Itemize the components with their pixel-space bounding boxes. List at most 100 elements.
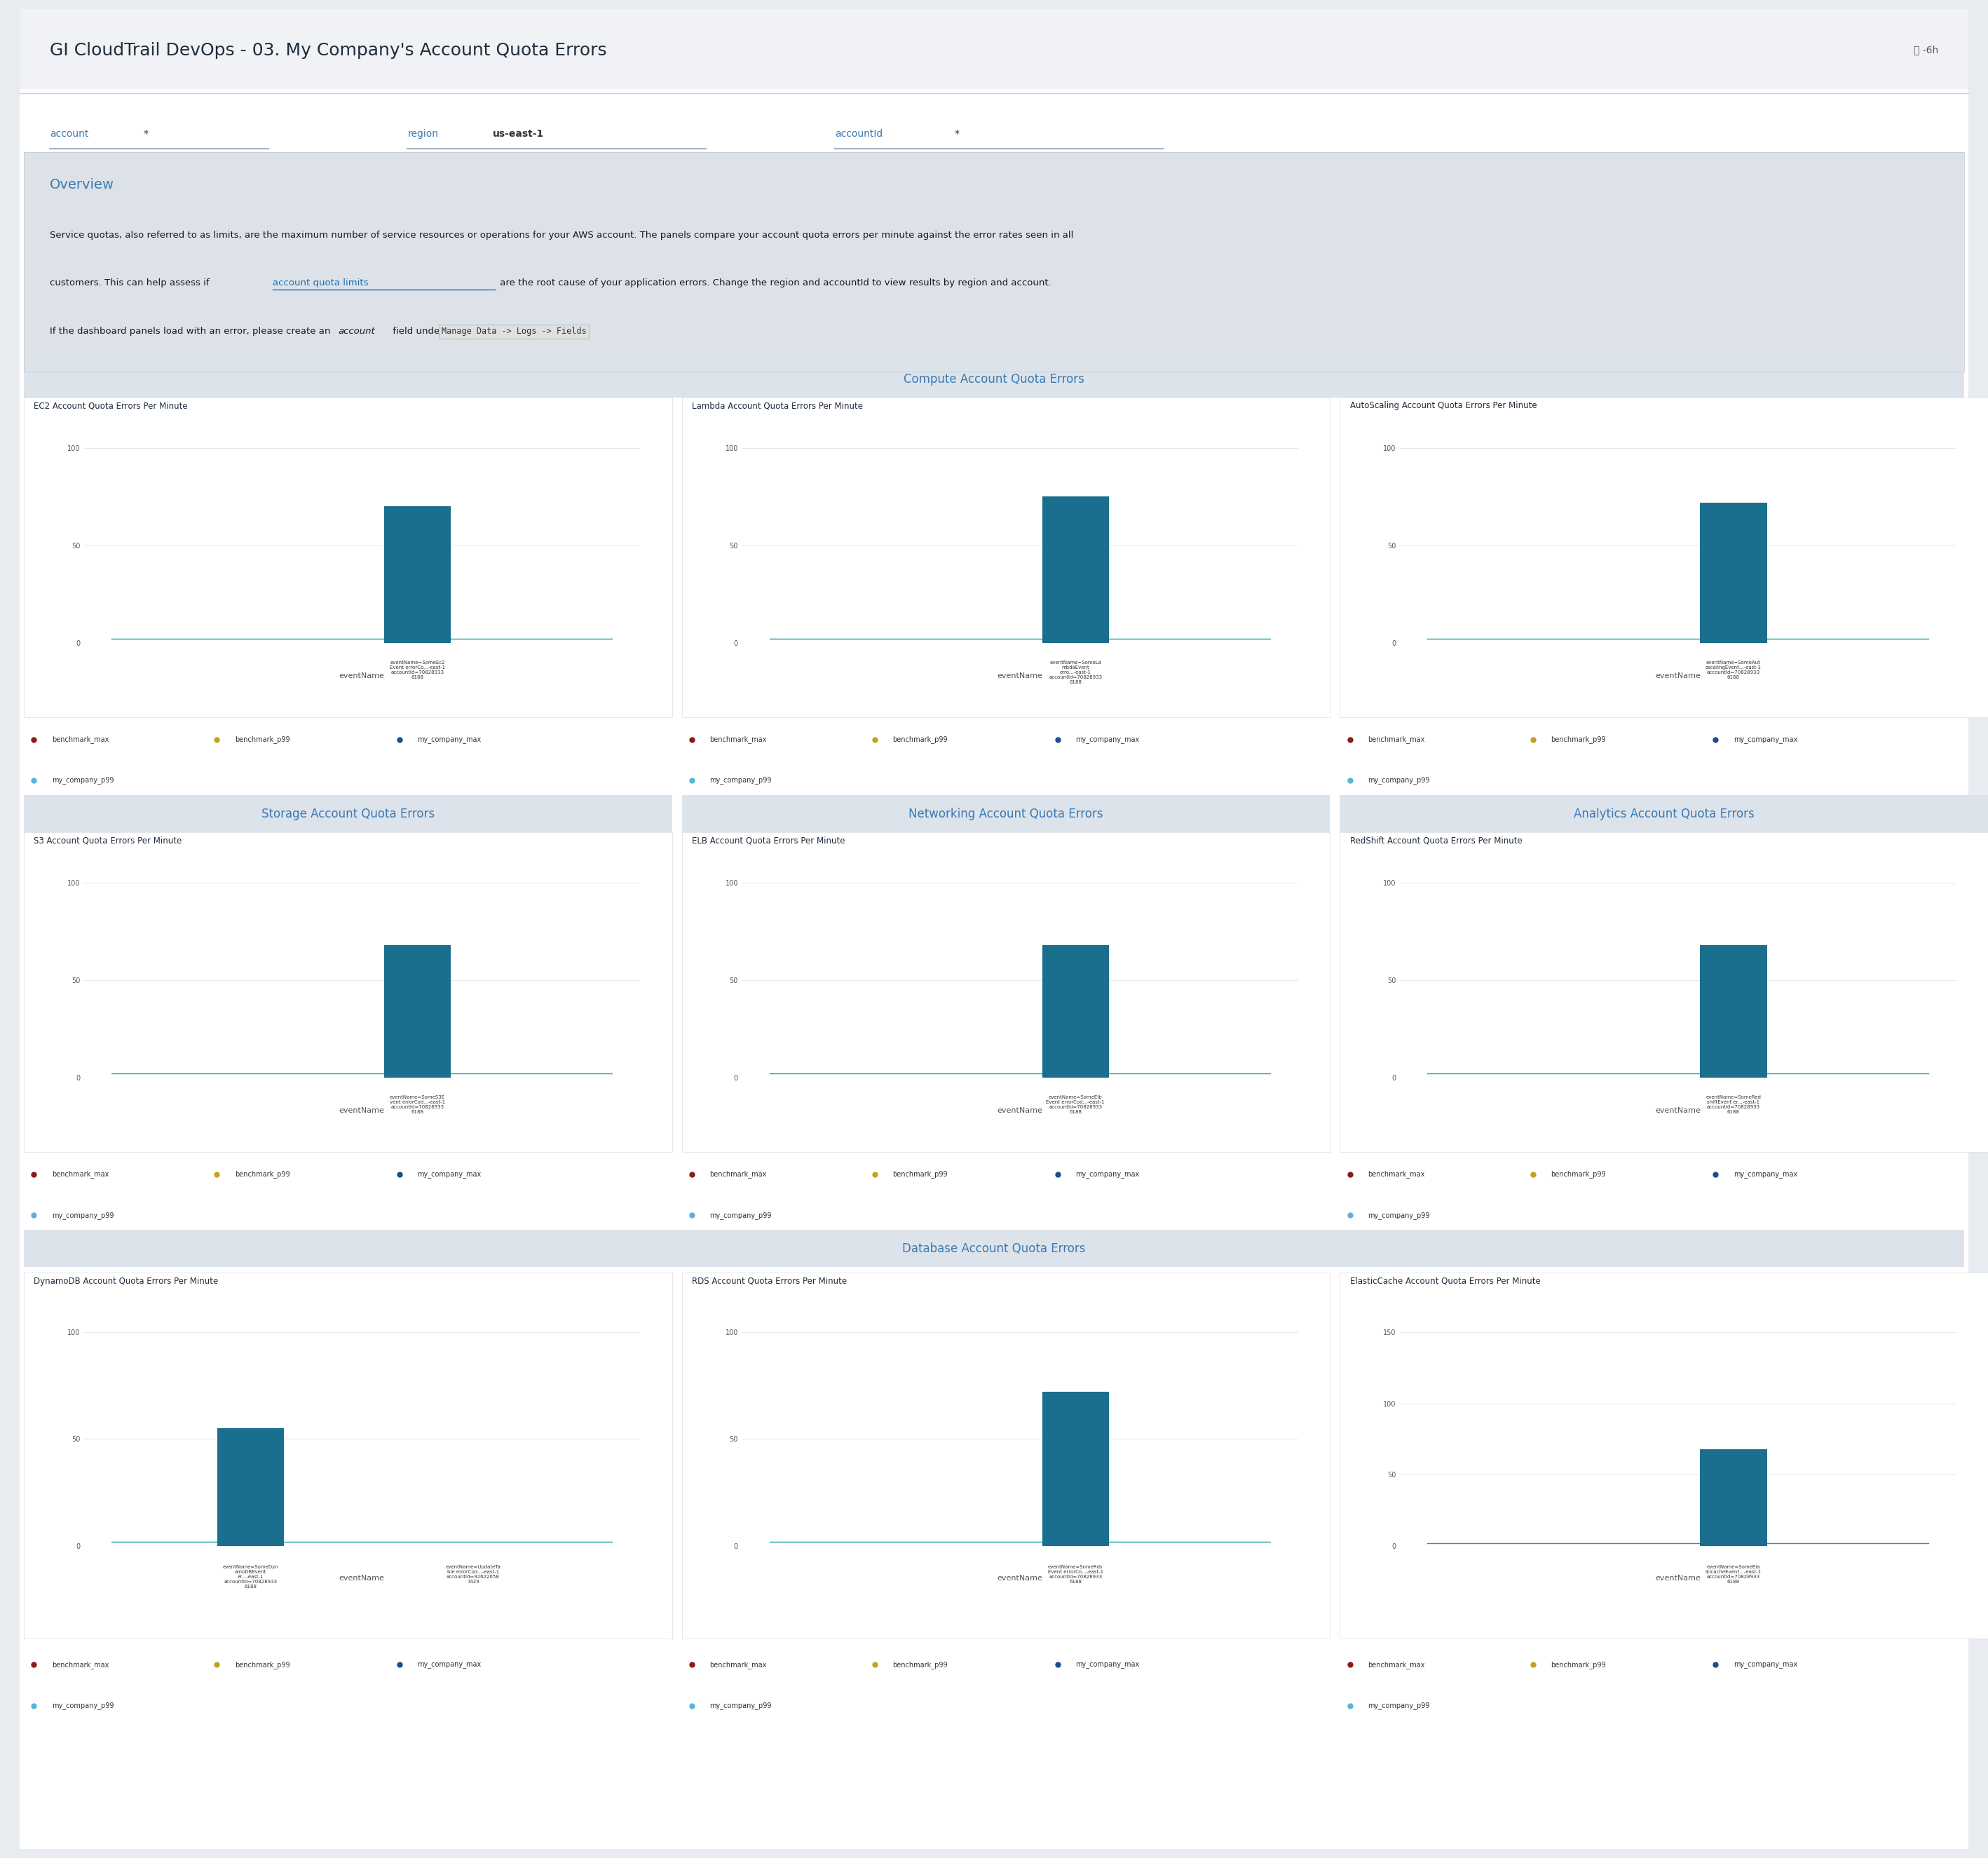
FancyBboxPatch shape (20, 9, 1968, 1849)
Text: my_company_max: my_company_max (1076, 1661, 1139, 1668)
Bar (1042, 946, 1109, 1078)
Text: benchmark_p99: benchmark_p99 (235, 736, 290, 743)
Bar (1042, 496, 1109, 643)
Text: us-east-1: us-east-1 (493, 128, 545, 139)
Text: Compute Account Quota Errors: Compute Account Quota Errors (905, 373, 1083, 385)
Text: eventName=SomeAut
oscalingEvent...-east-1
accountId=70828933
6188: eventName=SomeAut oscalingEvent...-east-… (1706, 660, 1761, 680)
Text: are the root cause of your application errors. Change the region and accountId t: are the root cause of your application e… (497, 279, 1052, 288)
Text: Analytics Account Quota Errors: Analytics Account Quota Errors (1574, 808, 1753, 819)
Text: Database Account Quota Errors: Database Account Quota Errors (903, 1243, 1085, 1254)
Text: Service quotas, also referred to as limits, are the maximum number of service re: Service quotas, also referred to as limi… (50, 230, 1074, 240)
Text: Lambda Account Quota Errors Per Minute: Lambda Account Quota Errors Per Minute (692, 401, 863, 411)
Text: my_company_p99: my_company_p99 (710, 1702, 771, 1709)
FancyBboxPatch shape (1340, 1273, 1988, 1639)
Text: account quota limits: account quota limits (272, 279, 368, 288)
Text: account: account (338, 327, 376, 336)
Text: benchmark_p99: benchmark_p99 (893, 1661, 948, 1668)
Text: customers. This can help assess if: customers. This can help assess if (50, 279, 213, 288)
Text: *: * (143, 128, 147, 139)
FancyBboxPatch shape (682, 832, 1330, 1152)
Text: Overview: Overview (50, 178, 113, 191)
FancyBboxPatch shape (20, 9, 1968, 89)
FancyBboxPatch shape (24, 1273, 672, 1639)
FancyBboxPatch shape (24, 152, 1964, 372)
Text: eventName=SomeEc2
Event errorCo...-east-1
accountId=70828933
6188: eventName=SomeEc2 Event errorCo...-east-… (390, 660, 445, 680)
FancyBboxPatch shape (24, 795, 672, 832)
Text: benchmark_max: benchmark_max (52, 1661, 109, 1668)
Text: benchmark_max: benchmark_max (52, 1171, 109, 1178)
Text: benchmark_max: benchmark_max (52, 736, 109, 743)
Text: my_company_max: my_company_max (417, 1661, 481, 1668)
Text: benchmark_max: benchmark_max (1368, 1661, 1425, 1668)
FancyBboxPatch shape (1340, 795, 1988, 832)
X-axis label: eventName: eventName (998, 1107, 1042, 1113)
Text: my_company_p99: my_company_p99 (52, 1702, 113, 1709)
Text: my_company_max: my_company_max (1734, 736, 1797, 743)
Text: RedShift Account Quota Errors Per Minute: RedShift Account Quota Errors Per Minute (1350, 836, 1523, 845)
Text: AutoScaling Account Quota Errors Per Minute: AutoScaling Account Quota Errors Per Min… (1350, 401, 1537, 411)
Text: eventName=SomeRed
shiftEvent er...-east-1
accountId=70828933
6188: eventName=SomeRed shiftEvent er...-east-… (1706, 1094, 1761, 1115)
Text: RDS Account Quota Errors Per Minute: RDS Account Quota Errors Per Minute (692, 1276, 847, 1286)
Text: Storage Account Quota Errors: Storage Account Quota Errors (260, 808, 435, 819)
Text: S3 Account Quota Errors Per Minute: S3 Account Quota Errors Per Minute (34, 836, 181, 845)
Text: benchmark_p99: benchmark_p99 (235, 1661, 290, 1668)
Text: my_company_max: my_company_max (1076, 736, 1139, 743)
X-axis label: eventName: eventName (1656, 1107, 1700, 1113)
Text: benchmark_max: benchmark_max (1368, 1171, 1425, 1178)
Text: eventName=SomeLa
mbdaEvent
erro...-east-1
accountId=70828933
6188: eventName=SomeLa mbdaEvent erro...-east-… (1050, 660, 1101, 684)
Bar (1700, 502, 1767, 643)
Bar (1700, 1449, 1767, 1546)
Text: my_company_p99: my_company_p99 (52, 777, 113, 784)
X-axis label: eventName: eventName (340, 1107, 384, 1113)
X-axis label: eventName: eventName (340, 673, 384, 678)
Text: benchmark_p99: benchmark_p99 (893, 1171, 948, 1178)
Text: my_company_max: my_company_max (1734, 1171, 1797, 1178)
Bar (1042, 1392, 1109, 1546)
FancyBboxPatch shape (682, 398, 1330, 717)
FancyBboxPatch shape (682, 1273, 1330, 1639)
Bar (384, 946, 451, 1078)
Text: GI CloudTrail DevOps - 03. My Company's Account Quota Errors: GI CloudTrail DevOps - 03. My Company's … (50, 41, 606, 59)
Text: my_company_p99: my_company_p99 (1368, 1702, 1429, 1709)
Bar (1700, 946, 1767, 1078)
Text: Networking Account Quota Errors: Networking Account Quota Errors (909, 808, 1103, 819)
Text: my_company_p99: my_company_p99 (1368, 1211, 1429, 1219)
Text: ELB Account Quota Errors Per Minute: ELB Account Quota Errors Per Minute (692, 836, 845, 845)
FancyBboxPatch shape (1340, 398, 1988, 717)
FancyBboxPatch shape (24, 832, 672, 1152)
Text: eventName=SomeDyn
amoDBEvent
er...-east-1
accountId=70828933
6188: eventName=SomeDyn amoDBEvent er...-east-… (223, 1564, 278, 1589)
Text: field under: field under (390, 327, 447, 336)
Text: benchmark_max: benchmark_max (1368, 736, 1425, 743)
Text: *: * (954, 128, 958, 139)
Text: ⏱ -6h: ⏱ -6h (1914, 45, 1938, 56)
Text: eventName=SomeElb
Event errorCod...-east-1
accountId=70828933
6188: eventName=SomeElb Event errorCod...-east… (1046, 1094, 1105, 1115)
Text: my_company_max: my_company_max (1076, 1171, 1139, 1178)
Text: account: account (50, 128, 89, 139)
Text: benchmark_max: benchmark_max (710, 1661, 767, 1668)
Text: my_company_max: my_company_max (417, 736, 481, 743)
Text: eventName=UpdateTa
ble errorCod...-east-1
accountId=92622658
7429: eventName=UpdateTa ble errorCod...-east-… (445, 1564, 501, 1585)
Text: benchmark_p99: benchmark_p99 (1551, 736, 1606, 743)
X-axis label: eventName: eventName (998, 673, 1042, 678)
Text: accountId: accountId (835, 128, 883, 139)
Text: region: region (408, 128, 439, 139)
Bar (217, 1429, 284, 1546)
Text: my_company_p99: my_company_p99 (1368, 777, 1429, 784)
FancyBboxPatch shape (24, 360, 1964, 398)
X-axis label: eventName: eventName (1656, 673, 1700, 678)
Text: eventName=SomeS3E
vent errorCod...-east-1
accountId=70828933
6188: eventName=SomeS3E vent errorCod...-east-… (390, 1094, 445, 1115)
Text: benchmark_p99: benchmark_p99 (235, 1171, 290, 1178)
Text: benchmark_p99: benchmark_p99 (1551, 1171, 1606, 1178)
Text: my_company_p99: my_company_p99 (710, 1211, 771, 1219)
Text: If the dashboard panels load with an error, please create an: If the dashboard panels load with an err… (50, 327, 334, 336)
Text: EC2 Account Quota Errors Per Minute: EC2 Account Quota Errors Per Minute (34, 401, 187, 411)
Text: benchmark_max: benchmark_max (710, 736, 767, 743)
X-axis label: eventName: eventName (340, 1576, 384, 1581)
Text: DynamoDB Account Quota Errors Per Minute: DynamoDB Account Quota Errors Per Minute (34, 1276, 219, 1286)
FancyBboxPatch shape (24, 1230, 1964, 1267)
Text: benchmark_p99: benchmark_p99 (1551, 1661, 1606, 1668)
Text: my_company_max: my_company_max (417, 1171, 481, 1178)
X-axis label: eventName: eventName (1656, 1576, 1700, 1581)
Text: benchmark_p99: benchmark_p99 (893, 736, 948, 743)
Text: ElasticCache Account Quota Errors Per Minute: ElasticCache Account Quota Errors Per Mi… (1350, 1276, 1541, 1286)
